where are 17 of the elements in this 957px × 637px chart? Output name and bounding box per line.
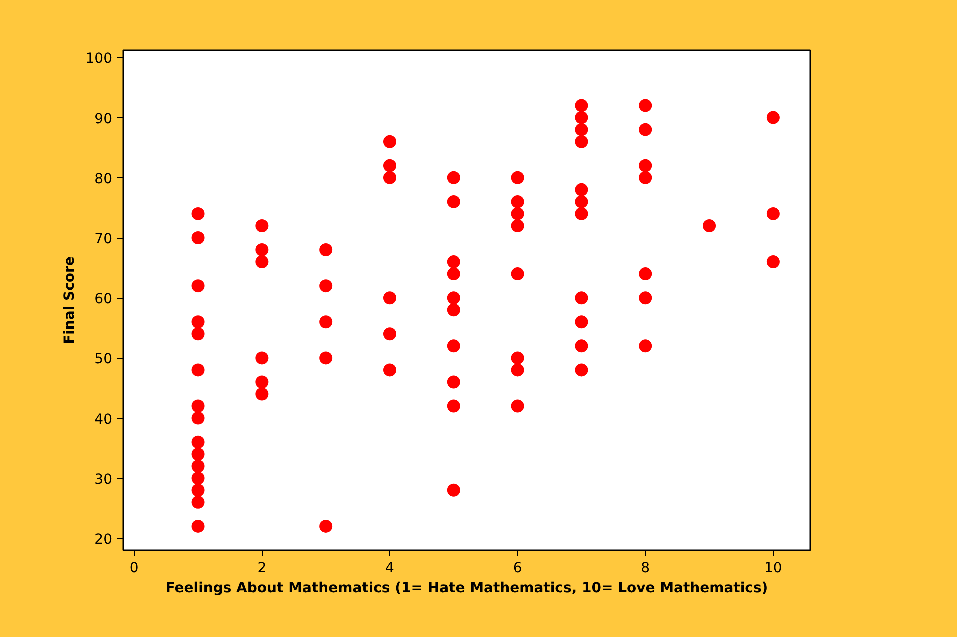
y-tick-label: 50 (94, 352, 113, 368)
x-tick-label: 0 (130, 560, 139, 576)
x-tick-label: 4 (386, 560, 395, 576)
y-tick-label: 90 (94, 111, 113, 128)
x-tick-label: 2 (258, 560, 267, 576)
x-tick-label: 6 (513, 560, 522, 576)
y-tick-label: 100 (86, 51, 113, 68)
y-tick-label: 70 (94, 232, 113, 248)
y-tick-label: 80 (94, 171, 113, 188)
y-axis-title: Final Score (62, 256, 78, 344)
y-tick-label: 60 (94, 292, 113, 308)
y-tick-label: 40 (94, 412, 113, 428)
x-tick-label: 8 (641, 560, 650, 576)
y-tick-label: 20 (94, 532, 113, 548)
x-tick-label: 10 (764, 560, 782, 576)
y-tick-label: 30 (94, 472, 113, 488)
x-axis-title: Feelings About Mathematics (1= Hate Mathematics, 10= Love Mathematics) (166, 580, 768, 596)
